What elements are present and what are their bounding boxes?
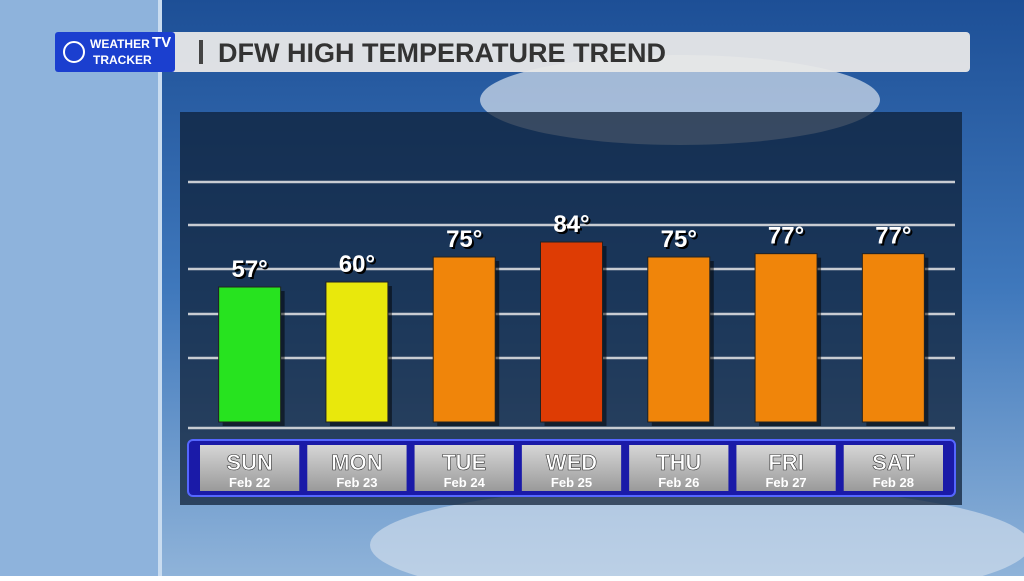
value-label: 84° [553,211,589,238]
day-cell [736,445,836,491]
value-label-shadow: 84° [555,213,591,240]
date-label: Feb 23 [336,475,377,490]
value-label: 77° [768,223,804,250]
bar [432,256,496,423]
value-label-shadow: 77° [770,225,806,252]
value-label: 75° [661,226,697,253]
logo-box [55,32,175,72]
cloud [370,485,1024,581]
day-label: FRI [768,450,803,475]
day-cell [843,445,943,491]
side-edge [158,0,162,576]
logo-icon [63,41,85,63]
logo-badge: TV [152,34,171,51]
bar [325,281,389,423]
day-cell [200,445,300,491]
value-label: 57° [231,256,267,283]
value-label-shadow: 57° [233,258,269,285]
day-cell [521,445,622,491]
day-cell [629,445,729,491]
date-label: Feb 22 [229,475,270,490]
value-label-shadow: 75° [663,228,699,255]
value-label-shadow: 77° [877,225,913,252]
logo-text: TRACKER [93,53,152,67]
day-label: TUE [442,450,486,475]
date-label: Feb 27 [765,475,806,490]
title-separator [199,40,203,64]
date-label: Feb 24 [444,475,486,490]
bar [861,253,925,423]
value-label-shadow: 60° [341,253,377,280]
day-cell [414,445,514,491]
bar [647,256,711,423]
day-cell [307,445,407,491]
date-label: Feb 26 [658,475,699,490]
value-label: 60° [339,251,375,278]
value-label-shadow: 75° [448,228,484,255]
day-label: MON [331,450,382,475]
value-label: 77° [875,223,911,250]
day-label: SAT [872,450,915,475]
bar [540,241,603,423]
bar [218,286,282,423]
date-label: Feb 28 [873,475,914,490]
logo-text: WEATHER [90,37,150,51]
chart-title: DFW HIGH TEMPERATURE TREND [218,38,666,68]
day-label: THU [656,450,701,475]
side-panel [0,0,160,576]
value-label: 75° [446,226,482,253]
date-label: Feb 25 [551,475,592,490]
day-label: SUN [226,450,272,475]
title-bar [55,32,970,72]
bar [754,253,818,423]
day-label: WED [546,450,597,475]
